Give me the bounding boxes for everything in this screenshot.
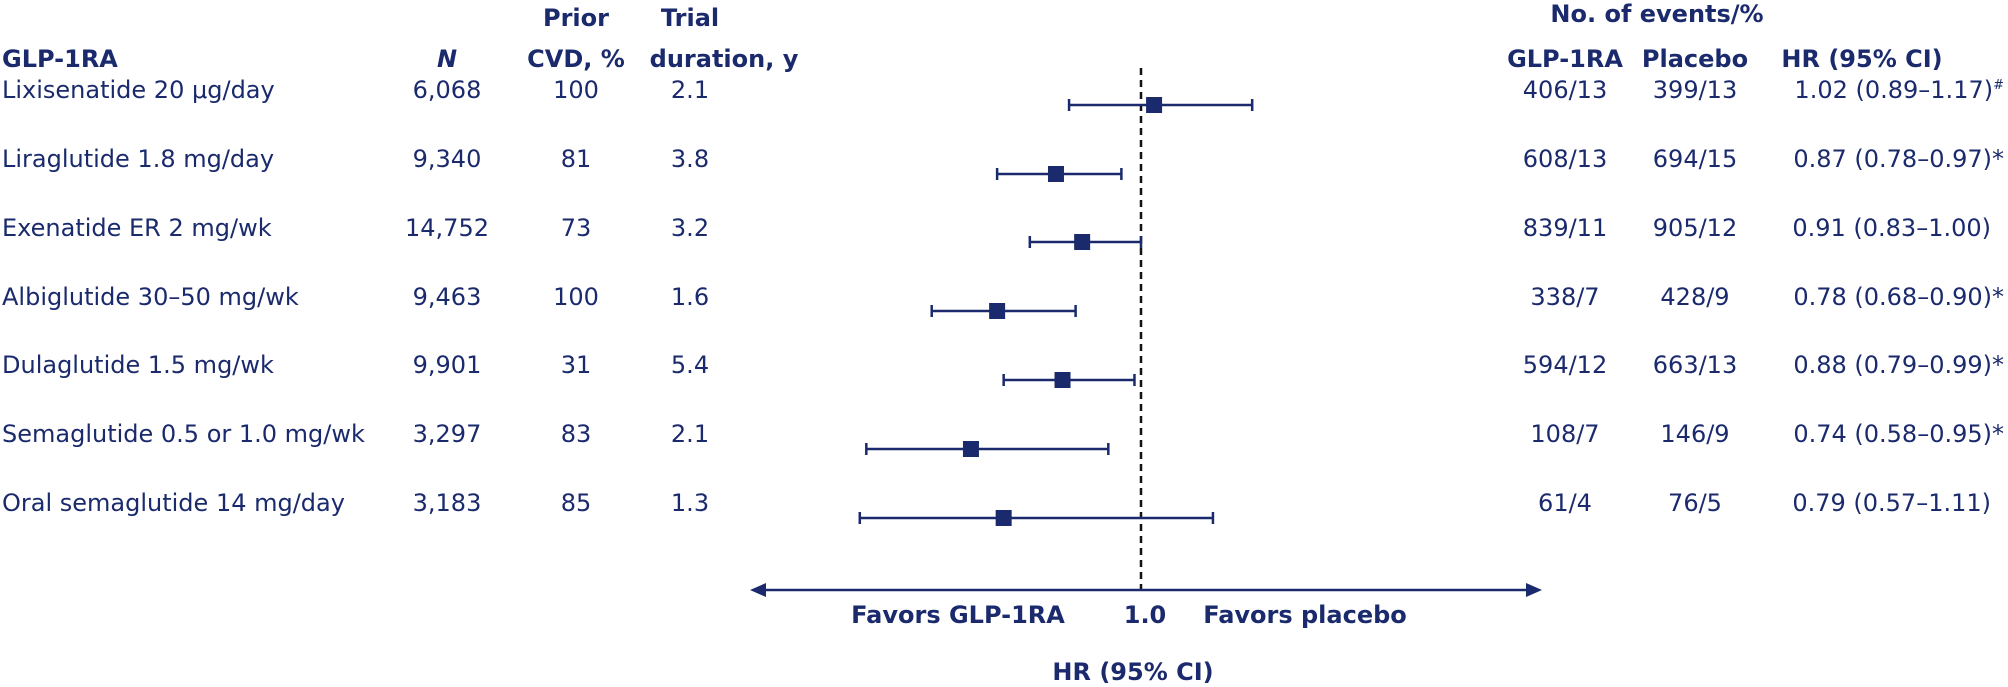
hr-point (1054, 372, 1071, 388)
hr-ci-text: 0.87 (0.78–0.97) (1793, 145, 1992, 173)
duration-value: 3.2 (670, 214, 710, 242)
duration-value: 2.1 (670, 420, 710, 448)
prior-cvd-value: 73 (560, 214, 592, 242)
events-placebo-value: 146/9 (1660, 420, 1730, 448)
drug-name: Liraglutide 1.8 mg/day (2, 145, 275, 173)
events-placebo-value: 663/13 (1652, 351, 1738, 379)
significance-mark: * (1992, 351, 2004, 379)
header-n: N (436, 45, 458, 73)
hr-ci-text: 1.02 (0.89–1.17) (1794, 76, 1994, 104)
drug-name: Lixisenatide 20 μg/day (2, 76, 275, 104)
hr-point (1074, 234, 1091, 250)
events-placebo-value: 694/15 (1652, 145, 1738, 173)
drug-name: Albiglutide 30–50 mg/wk (2, 283, 299, 311)
reference-value-label: 1.0 (1123, 601, 1167, 629)
header-events-group: No. of events/% (1550, 0, 1764, 28)
events-placebo-value: 399/13 (1652, 76, 1738, 104)
significance-mark: * (1992, 283, 2004, 311)
hr-ci-value: 0.88 (0.79–0.99)* (1793, 351, 2004, 379)
drug-name: Exenatide ER 2 mg/wk (2, 214, 272, 242)
events-placebo-value: 76/5 (1668, 489, 1722, 517)
events-placebo-value: 905/12 (1652, 214, 1738, 242)
duration-value: 1.3 (670, 489, 710, 517)
hr-ci-value: 0.74 (0.58–0.95)* (1793, 420, 2004, 448)
events-glp1-value: 608/13 (1522, 145, 1608, 173)
hr-ci-value: 1.02 (0.89–1.17)# (1794, 76, 2004, 104)
n-value: 9,901 (412, 351, 482, 379)
hr-point (1047, 166, 1064, 182)
significance-mark: * (1992, 145, 2004, 173)
hr-ci-text: 0.79 (0.57–1.11) (1792, 489, 1991, 517)
duration-value: 1.6 (670, 283, 710, 311)
header-duration-line1: Trial (660, 4, 720, 32)
hr-point (1146, 97, 1163, 113)
significance-mark: # (1993, 78, 2004, 93)
prior-cvd-value: 31 (560, 351, 592, 379)
duration-value: 5.4 (670, 351, 710, 379)
hr-ci-value: 0.79 (0.57–1.11) (1792, 489, 2004, 517)
significance-mark: * (1992, 420, 2004, 448)
duration-value: 3.8 (670, 145, 710, 173)
drug-name: Semaglutide 0.5 or 1.0 mg/wk (2, 420, 365, 448)
prior-cvd-value: 100 (553, 76, 599, 104)
duration-value: 2.1 (670, 76, 710, 104)
hr-point (962, 441, 979, 457)
header-prior-cvd-line2: CVD, % (527, 45, 625, 73)
events-placebo-value: 428/9 (1660, 283, 1730, 311)
hr-ci-value: 0.78 (0.68–0.90)* (1793, 283, 2004, 311)
header-events-placebo: Placebo (1641, 45, 1749, 73)
hr-ci-value: 0.87 (0.78–0.97)* (1793, 145, 2004, 173)
left-arrow-icon (750, 583, 766, 597)
header-hr: HR (95% CI) (1781, 45, 1943, 73)
drug-name: Dulaglutide 1.5 mg/wk (2, 351, 274, 379)
events-glp1-value: 406/13 (1522, 76, 1608, 104)
prior-cvd-value: 100 (553, 283, 599, 311)
header-drug: GLP-1RA (2, 45, 118, 73)
favors-placebo-label: Favors placebo (1203, 601, 1407, 629)
prior-cvd-value: 83 (560, 420, 592, 448)
hr-ci-text: 0.91 (0.83–1.00) (1792, 214, 1991, 242)
drug-name: Oral semaglutide 14 mg/day (2, 489, 345, 517)
header-duration-line2: duration, y (649, 45, 799, 73)
hr-ci-text: 0.88 (0.79–0.99) (1793, 351, 1992, 379)
n-value: 3,297 (412, 420, 482, 448)
hr-ci-text: 0.74 (0.58–0.95) (1793, 420, 1992, 448)
hr-ci-value: 0.91 (0.83–1.00) (1792, 214, 2004, 242)
events-glp1-value: 61/4 (1538, 489, 1592, 517)
right-arrow-icon (1526, 583, 1542, 597)
favors-glp1ra-label: Favors GLP-1RA (851, 601, 1065, 629)
n-value: 9,340 (412, 145, 482, 173)
events-glp1-value: 839/11 (1522, 214, 1608, 242)
n-value: 9,463 (412, 283, 482, 311)
n-value: 14,752 (405, 214, 489, 242)
hr-point (989, 303, 1006, 319)
header-events-glp1: GLP-1RA (1507, 45, 1623, 73)
hr-point (995, 510, 1012, 526)
events-glp1-value: 108/7 (1530, 420, 1600, 448)
x-axis-title: HR (95% CI) (1052, 658, 1214, 686)
prior-cvd-value: 85 (560, 489, 592, 517)
hr-ci-text: 0.78 (0.68–0.90) (1793, 283, 1992, 311)
n-value: 6,068 (412, 76, 482, 104)
header-prior-cvd-line1: Prior (543, 4, 609, 32)
n-value: 3,183 (412, 489, 482, 517)
events-glp1-value: 594/12 (1522, 351, 1608, 379)
events-glp1-value: 338/7 (1530, 283, 1600, 311)
prior-cvd-value: 81 (560, 145, 592, 173)
